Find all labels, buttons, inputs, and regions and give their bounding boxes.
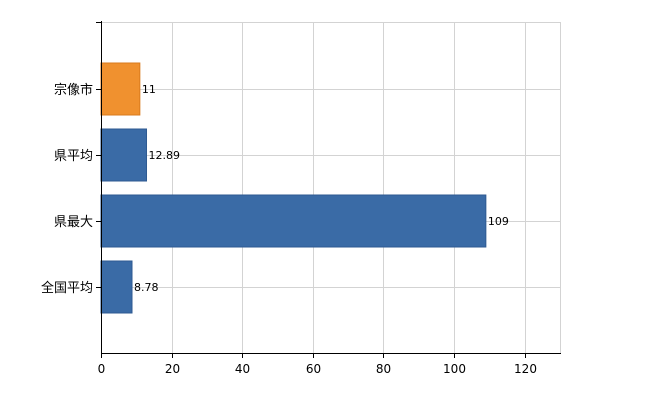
data-label: 11 xyxy=(142,83,156,96)
x-tick-label: 0 xyxy=(98,362,106,376)
bar xyxy=(100,62,141,116)
y-tick-label: 県平均 xyxy=(54,149,93,164)
y-tick-label: 宗像市 xyxy=(54,82,93,98)
bar xyxy=(100,194,487,248)
grid-layer xyxy=(101,22,561,353)
bar xyxy=(100,260,133,314)
y-tick-label: 県最大 xyxy=(54,215,93,230)
labels-layer: 11 12.89 109 8.78 0 20 40 60 80 100 120 宗像市県平均県最大全国… xyxy=(41,82,537,376)
data-label: 12.89 xyxy=(149,149,181,162)
bar xyxy=(100,128,148,182)
x-tick-label: 60 xyxy=(306,362,321,376)
x-tick-label: 120 xyxy=(514,362,537,376)
data-label: 109 xyxy=(488,215,509,228)
data-label: 8.78 xyxy=(134,281,159,294)
bars-layer xyxy=(100,62,487,314)
x-tick-label: 80 xyxy=(376,362,391,376)
x-tick-label: 40 xyxy=(235,362,250,376)
x-tick-label: 20 xyxy=(165,362,180,376)
y-tick-label: 全国平均 xyxy=(41,280,93,296)
axes-layer xyxy=(96,21,561,358)
x-tick-label: 100 xyxy=(443,362,466,376)
